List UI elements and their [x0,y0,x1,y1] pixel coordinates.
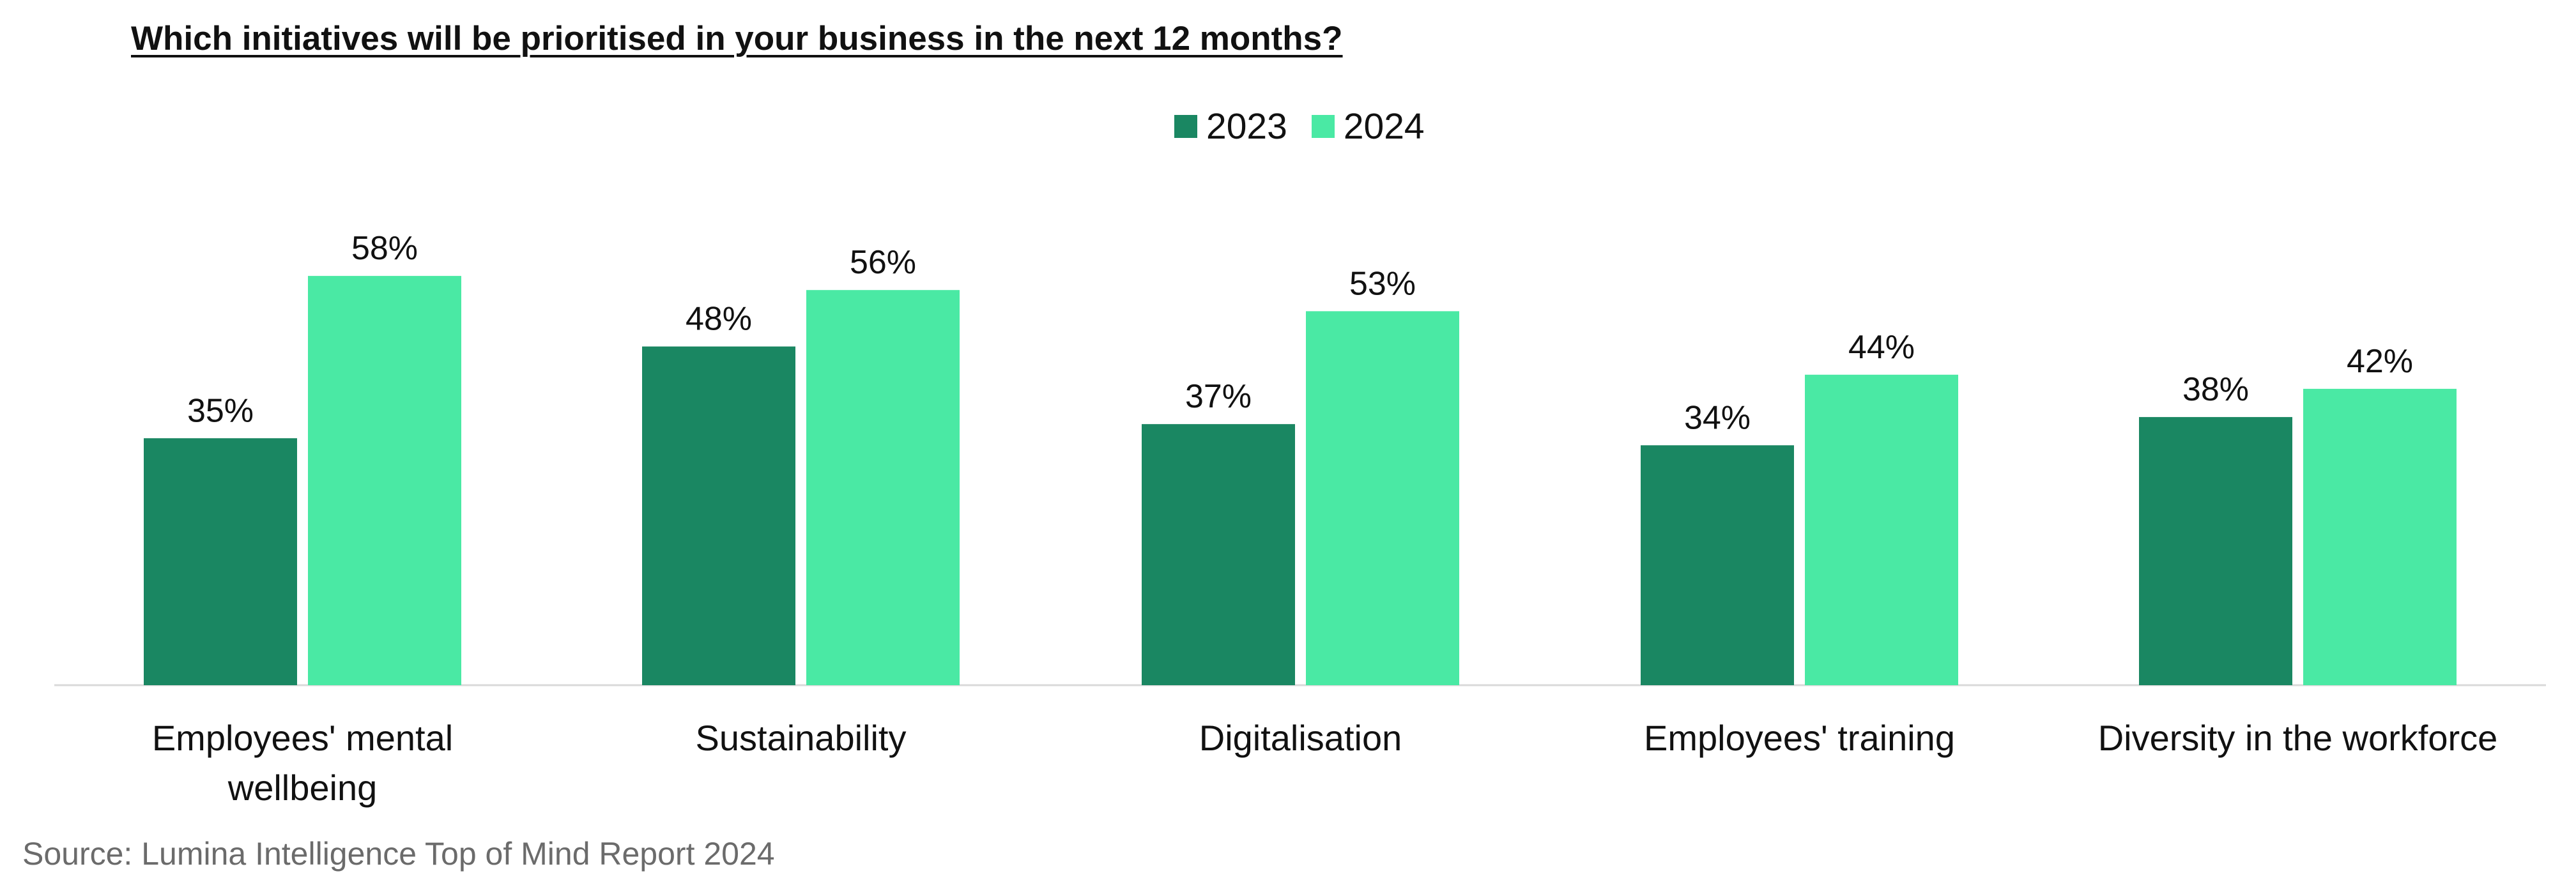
chart-title: Which initiatives will be prioritised in… [131,20,1343,57]
legend-swatch-2024 [1311,115,1335,138]
data-label-diversity-in-the-workforce-2023: 38% [2182,371,2249,408]
x-tick-label-sustainability: Sustainability [696,718,907,758]
x-tick-label-employees-training: Employees' training [1644,718,1955,758]
x-tick-label-diversity-in-the-workforce: Diversity in the workforce [2098,718,2498,758]
bars-group [144,276,2457,686]
data-label-employees-training-2024: 44% [1848,329,1915,366]
data-label-sustainability-2024: 56% [850,244,916,281]
x-tick-label-digitalisation: Digitalisation [1199,718,1402,758]
x-tick-label-employees-mental-wellbeing: Employees' mental wellbeing [152,718,453,808]
data-label-diversity-in-the-workforce-2024: 42% [2347,343,2413,380]
bar-diversity-in-the-workforce-2023 [2139,417,2292,685]
x-tick-labels-group: Employees' mental wellbeing Sustainability… [152,718,2497,808]
bar-employees-mental-wellbeing-2024 [308,276,461,686]
legend: 2023 2024 [1174,105,1449,148]
legend-item-2024: 2024 [1311,105,1425,148]
data-label-employees-mental-wellbeing-2024: 58% [351,230,418,267]
bar-digitalisation-2023 [1142,424,1295,685]
legend-swatch-2023 [1174,115,1197,138]
bar-sustainability-2023 [642,346,795,685]
legend-label-2023: 2023 [1206,106,1287,147]
legend-label-2024: 2024 [1343,106,1425,147]
data-labels-group: 35% 58% 48% 56% 37% 53% 34% 44% 38% 42% [187,230,2413,436]
data-label-employees-training-2023: 34% [1684,399,1751,436]
data-label-employees-mental-wellbeing-2023: 35% [187,392,254,429]
bar-employees-training-2023 [1641,445,1794,685]
bar-diversity-in-the-workforce-2024 [2303,388,2457,685]
legend-item-2023: 2023 [1174,105,1287,148]
data-label-digitalisation-2023: 37% [1185,378,1252,415]
source-note: Source: Lumina Intelligence Top of Mind … [22,836,775,872]
bar-employees-training-2024 [1805,374,1958,685]
bar-sustainability-2024 [806,290,960,685]
bar-digitalisation-2024 [1306,311,1459,686]
data-label-sustainability-2023: 48% [686,301,752,338]
data-label-digitalisation-2024: 53% [1349,265,1416,302]
bar-employees-mental-wellbeing-2023 [144,438,297,685]
